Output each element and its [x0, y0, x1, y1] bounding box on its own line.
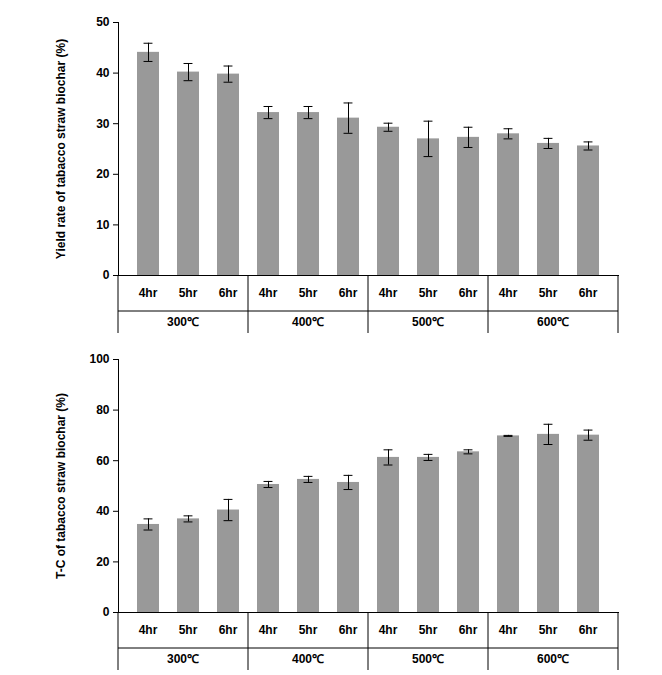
- svg-text:500℃: 500℃: [412, 315, 444, 329]
- svg-text:4hr: 4hr: [499, 623, 518, 637]
- svg-text:5hr: 5hr: [179, 286, 198, 300]
- svg-text:400℃: 400℃: [292, 315, 324, 329]
- svg-text:5hr: 5hr: [539, 623, 558, 637]
- svg-text:5hr: 5hr: [419, 286, 438, 300]
- svg-text:20: 20: [96, 555, 110, 569]
- svg-text:4hr: 4hr: [379, 286, 398, 300]
- svg-text:400℃: 400℃: [292, 652, 324, 666]
- svg-text:300℃: 300℃: [167, 652, 199, 666]
- svg-text:100: 100: [89, 352, 109, 366]
- svg-text:6hr: 6hr: [219, 286, 238, 300]
- svg-text:80: 80: [96, 403, 110, 417]
- svg-text:4hr: 4hr: [499, 286, 518, 300]
- svg-text:500℃: 500℃: [412, 652, 444, 666]
- svg-text:6hr: 6hr: [339, 623, 358, 637]
- svg-text:T-C of tabacco straw biochar (: T-C of tabacco straw biochar (%): [54, 393, 68, 579]
- svg-text:4hr: 4hr: [259, 286, 278, 300]
- svg-text:40: 40: [96, 504, 110, 518]
- svg-text:5hr: 5hr: [419, 623, 438, 637]
- svg-text:6hr: 6hr: [219, 623, 238, 637]
- svg-text:0: 0: [103, 268, 110, 282]
- svg-text:5hr: 5hr: [299, 286, 318, 300]
- svg-text:Yield rate of tabacco straw bi: Yield rate of tabacco straw biochar (%): [54, 39, 68, 259]
- svg-text:6hr: 6hr: [459, 286, 478, 300]
- svg-text:5hr: 5hr: [539, 286, 558, 300]
- svg-text:5hr: 5hr: [299, 623, 318, 637]
- svg-text:5hr: 5hr: [179, 623, 198, 637]
- svg-text:40: 40: [96, 66, 110, 80]
- svg-text:0: 0: [103, 605, 110, 619]
- svg-text:30: 30: [96, 117, 110, 131]
- svg-text:4hr: 4hr: [139, 286, 158, 300]
- svg-text:60: 60: [96, 454, 110, 468]
- svg-text:20: 20: [96, 167, 110, 181]
- svg-text:6hr: 6hr: [459, 623, 478, 637]
- svg-text:600℃: 600℃: [537, 315, 569, 329]
- svg-text:10: 10: [96, 218, 110, 232]
- svg-text:4hr: 4hr: [379, 623, 398, 637]
- svg-text:600℃: 600℃: [537, 652, 569, 666]
- svg-text:50: 50: [96, 15, 110, 29]
- svg-text:6hr: 6hr: [579, 286, 598, 300]
- svg-text:6hr: 6hr: [579, 623, 598, 637]
- svg-text:6hr: 6hr: [339, 286, 358, 300]
- svg-text:4hr: 4hr: [259, 623, 278, 637]
- svg-text:300℃: 300℃: [167, 315, 199, 329]
- svg-text:4hr: 4hr: [139, 623, 158, 637]
